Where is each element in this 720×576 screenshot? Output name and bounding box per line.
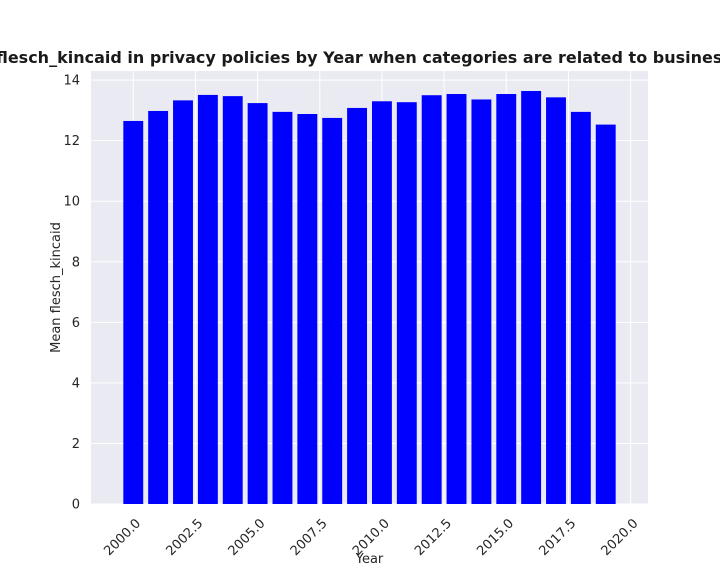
bar-2006 [272, 111, 293, 504]
x-axis-label: Year [355, 552, 384, 567]
bar-2005 [247, 103, 268, 505]
x-tick-label: 2020.0 [599, 516, 642, 559]
bar-2013 [446, 94, 467, 505]
y-tick-label: 14 [63, 74, 80, 89]
x-tick-label: 2017.5 [536, 516, 579, 559]
bar-2004 [222, 96, 243, 504]
y-tick-label: 10 [63, 195, 80, 210]
bar-2002 [173, 100, 193, 504]
y-axis-label: Mean flesch_kincaid [49, 222, 64, 353]
y-tick-label: 0 [72, 498, 80, 513]
bar-2000 [123, 120, 144, 504]
y-tick-label: 12 [63, 134, 80, 149]
x-tick-label: 2012.5 [412, 516, 455, 559]
bar-2010 [371, 101, 392, 504]
x-tick-label: 2005.0 [226, 516, 269, 559]
bar-2001 [148, 110, 169, 504]
chart-title: Mean flesch_kincaid in privacy policies … [0, 48, 720, 67]
bar-2019 [595, 124, 616, 505]
bar-2017 [546, 97, 566, 504]
x-tick-label: 2000.0 [101, 516, 144, 559]
y-tick-label: 2 [72, 437, 80, 452]
bar-2011 [396, 102, 417, 504]
y-tick-label: 6 [72, 316, 80, 331]
y-tick-label: 4 [72, 376, 80, 391]
x-tick-label: 2007.5 [288, 516, 331, 559]
bars [123, 90, 616, 505]
bar-2009 [347, 107, 368, 505]
x-tick-label: 2015.0 [474, 516, 517, 559]
y-ticks: 0 2 4 6 8 10 12 14 [63, 74, 80, 513]
bar-2003 [197, 94, 218, 504]
bar-2007 [297, 113, 318, 505]
bar-2012 [421, 95, 442, 504]
y-tick-label: 8 [72, 255, 80, 270]
bar-2016 [521, 90, 542, 504]
bar-2014 [471, 99, 492, 504]
bar-2015 [496, 94, 517, 505]
bar-2008 [322, 117, 343, 504]
x-tick-label: 2002.5 [163, 516, 206, 559]
bar-2018 [570, 111, 591, 504]
